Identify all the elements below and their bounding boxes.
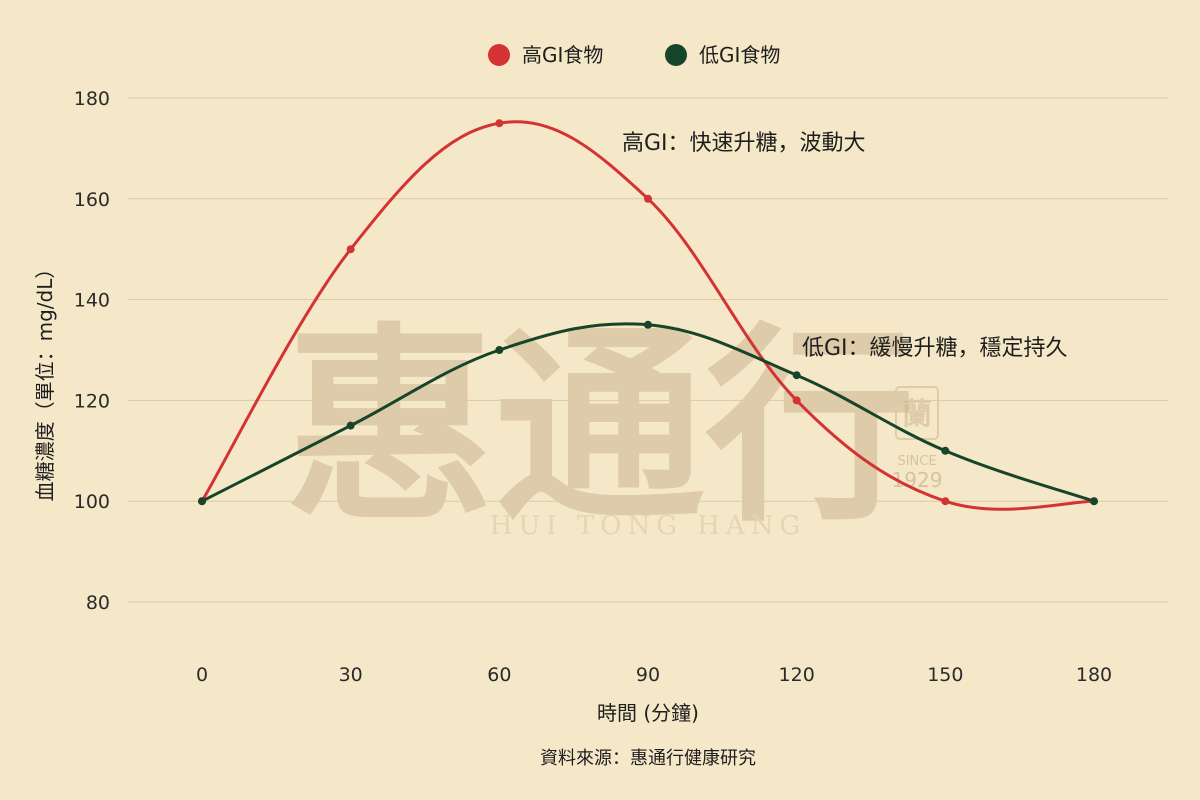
y-axis-ticks: 80 100 120 140 160 180 (74, 88, 110, 614)
x-tick-label-0: 0 (196, 664, 208, 686)
data-point-s1-x150 (941, 446, 950, 455)
x-tick-label-60: 60 (487, 664, 511, 686)
data-point-s1-x90 (644, 320, 652, 329)
data-point-s0-x90 (644, 194, 652, 203)
data-point-s0-x60 (495, 119, 504, 128)
series-line-0 (200, 120, 1095, 511)
legend-label-low-gi: 低GI食物 (699, 43, 780, 67)
watermark-brand: 惠通行 (285, 303, 915, 550)
x-tick-label-150: 150 (927, 664, 963, 686)
source-note: 資料來源：惠通行健康研究 (540, 748, 756, 769)
data-point-s0-x120 (792, 396, 801, 405)
x-tick-label-30: 30 (339, 664, 363, 686)
annotation-low-gi: 低GI：緩慢升糖，穩定持久 (802, 336, 1068, 361)
x-tick-label-180: 180 (1076, 664, 1112, 686)
legend-swatch-low-gi (665, 44, 687, 66)
y-tick-label-140: 140 (74, 290, 110, 312)
watermark: 惠通行 HUI TONG HANG 蘭 SINCE 1929 (285, 303, 942, 550)
data-point-s1-x60 (495, 346, 504, 354)
data-point-s0-x150 (941, 497, 950, 506)
legend-swatch-high-gi (488, 44, 510, 66)
x-axis-ticks: 0 30 60 90 120 150 180 (196, 664, 1112, 686)
data-point-s0-x30 (346, 245, 355, 254)
watermark-english: HUI TONG HANG (490, 511, 807, 541)
y-tick-label-100: 100 (74, 491, 110, 513)
y-tick-label-80: 80 (86, 592, 110, 614)
series-points (198, 119, 1098, 506)
x-axis-title: 時間 (分鐘) (597, 701, 699, 725)
y-axis-title: 血糖濃度（單位：mg/dL） (33, 259, 57, 502)
watermark-year: 1929 (892, 468, 943, 492)
x-tick-label-90: 90 (636, 664, 660, 686)
y-tick-label-120: 120 (74, 390, 110, 412)
data-point-s1-x180 (1090, 497, 1098, 506)
data-point-s1-x30 (346, 421, 355, 430)
watermark-since: SINCE (897, 454, 936, 469)
y-tick-label-160: 160 (74, 189, 110, 211)
legend-label-high-gi: 高GI食物 (522, 43, 603, 67)
annotation-high-gi: 高GI：快速升糖，波動大 (622, 131, 866, 156)
legend: 高GI食物 低GI食物 (488, 43, 780, 67)
watermark-seal: 蘭 (902, 397, 932, 432)
data-point-s1-x120 (792, 371, 801, 380)
y-tick-label-180: 180 (74, 88, 110, 110)
data-point-s1-x0 (198, 497, 206, 506)
x-tick-label-120: 120 (779, 664, 815, 686)
